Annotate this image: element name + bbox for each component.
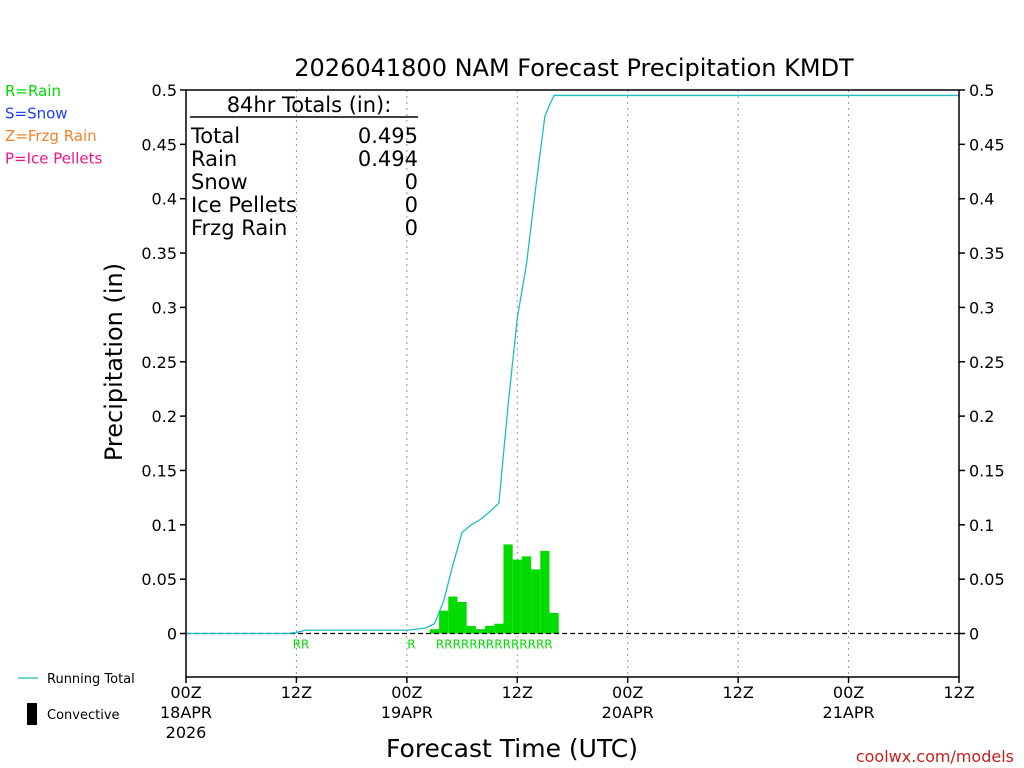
rain-bar	[439, 610, 449, 634]
legend-label: Running Total	[47, 672, 135, 687]
chart-title: 2026041800 NAM Forecast Precipitation KM…	[294, 54, 854, 82]
y-tick-label: 0	[167, 625, 177, 644]
x-tick-label: 00Z	[391, 683, 422, 702]
y-tick-label: 0.4	[969, 190, 994, 209]
rain-bars	[429, 544, 559, 634]
y-tick-label: 0.5	[152, 81, 177, 100]
x-tick-label: 00Z	[612, 683, 643, 702]
totals-row-value: 0	[405, 216, 418, 240]
y-tick-label: 0.05	[141, 570, 177, 589]
x-tick-label: 12Z	[502, 683, 533, 702]
x-axis-title: Forecast Time (UTC)	[386, 734, 638, 763]
legend-label: Convective	[47, 708, 120, 723]
ptype-marker: RRRRRRRRRRRRRR	[436, 638, 553, 652]
ptype-markers: RR R RRRRRRRRRRRRRR	[293, 638, 553, 652]
series-legend: Running Total Convective	[18, 672, 135, 725]
rain-bar	[521, 556, 532, 634]
y-tick-label: 0.1	[152, 516, 177, 535]
y-tick-label: 0.2	[152, 407, 177, 426]
totals-box: 84hr Totals (in): Total 0.495 Rain 0.494 Sno…	[190, 93, 418, 240]
totals-row-label: Rain	[191, 147, 237, 171]
y-tick-label: 0.4	[152, 190, 177, 209]
y-tick-label: 0.3	[152, 298, 177, 317]
totals-row-label: Frzg Rain	[191, 216, 287, 240]
totals-rows: Total 0.495 Rain 0.494 Snow 0 Ice Pellets 0 Frzg…	[190, 124, 418, 240]
rain-bar	[475, 629, 486, 634]
legend-item: R=Rain	[5, 82, 61, 100]
rain-bar	[448, 596, 458, 634]
ptype-marker: RR	[293, 638, 310, 652]
y-axis-left: 0.5 0.45 0.4 0.35 0.3 0.25 0.2 0.15 0.1 0.05 0	[141, 81, 186, 644]
y-tick-label: 0.35	[141, 244, 177, 263]
y-axis-right: 0.5 0.45 0.4 0.35 0.3 0.25 0.2 0.15 0.1 0.05 0	[959, 81, 1005, 644]
x-tick-date: 21APR	[823, 703, 875, 722]
x-tick-date: 19APR	[381, 703, 433, 722]
grid-lines	[295, 90, 850, 677]
legend-item: Z=Frzg Rain	[5, 127, 97, 145]
rain-bar	[485, 625, 495, 634]
totals-row-label: Ice Pellets	[191, 193, 297, 217]
y-tick-label: 0.45	[969, 135, 1005, 154]
legend-item: P=Ice Pellets	[5, 150, 102, 168]
y-tick-label: 0.3	[969, 298, 994, 317]
rain-bar	[540, 550, 550, 634]
rain-bar	[457, 601, 467, 634]
plot-frame	[185, 89, 960, 678]
y-tick-label: 0	[969, 625, 979, 644]
totals-heading: 84hr Totals (in):	[227, 93, 392, 117]
watermark: coolwx.com/models	[856, 747, 1014, 766]
y-tick-label: 0.5	[969, 81, 994, 100]
y-tick-label: 0.35	[969, 244, 1005, 263]
y-tick-label: 0.15	[141, 461, 177, 480]
rain-bar	[549, 612, 559, 634]
y-tick-label: 0.45	[141, 135, 177, 154]
y-tick-label: 0.1	[969, 516, 994, 535]
totals-row-value: 0	[405, 193, 418, 217]
legend-swatch-bar	[27, 703, 37, 725]
rain-bar	[494, 623, 504, 634]
rain-bar	[512, 559, 522, 634]
running-total-line	[186, 94, 959, 635]
legend-item: S=Snow	[5, 105, 68, 123]
ptype-marker: R	[407, 638, 415, 652]
x-tick-year: 2026	[166, 723, 207, 742]
x-tick-date: 20APR	[602, 703, 654, 722]
ptype-legend: R=Rain S=Snow Z=Frzg Rain P=Ice Pellets	[5, 82, 102, 168]
y-tick-label: 0.15	[969, 461, 1005, 480]
y-axis-title: Precipitation (in)	[100, 263, 128, 461]
rain-bar	[466, 625, 476, 634]
x-tick-label: 00Z	[170, 683, 201, 702]
x-tick-label: 12Z	[943, 683, 974, 702]
rain-bar	[531, 569, 541, 634]
x-tick-label: 00Z	[833, 683, 864, 702]
y-tick-label: 0.05	[969, 570, 1005, 589]
totals-row-value: 0.495	[358, 124, 418, 148]
y-tick-label: 0.2	[969, 407, 994, 426]
y-tick-label: 0.25	[141, 353, 177, 372]
rain-bar	[429, 629, 440, 634]
x-tick-label: 12Z	[281, 683, 312, 702]
totals-row-value: 0	[405, 170, 418, 194]
x-tick-label: 12Z	[722, 683, 753, 702]
x-tick-date: 18APR	[160, 703, 212, 722]
totals-row-label: Total	[190, 124, 240, 148]
totals-row-label: Snow	[191, 170, 248, 194]
rain-bar	[503, 544, 513, 634]
y-tick-label: 0.25	[969, 353, 1005, 372]
totals-row-value: 0.494	[358, 147, 418, 171]
